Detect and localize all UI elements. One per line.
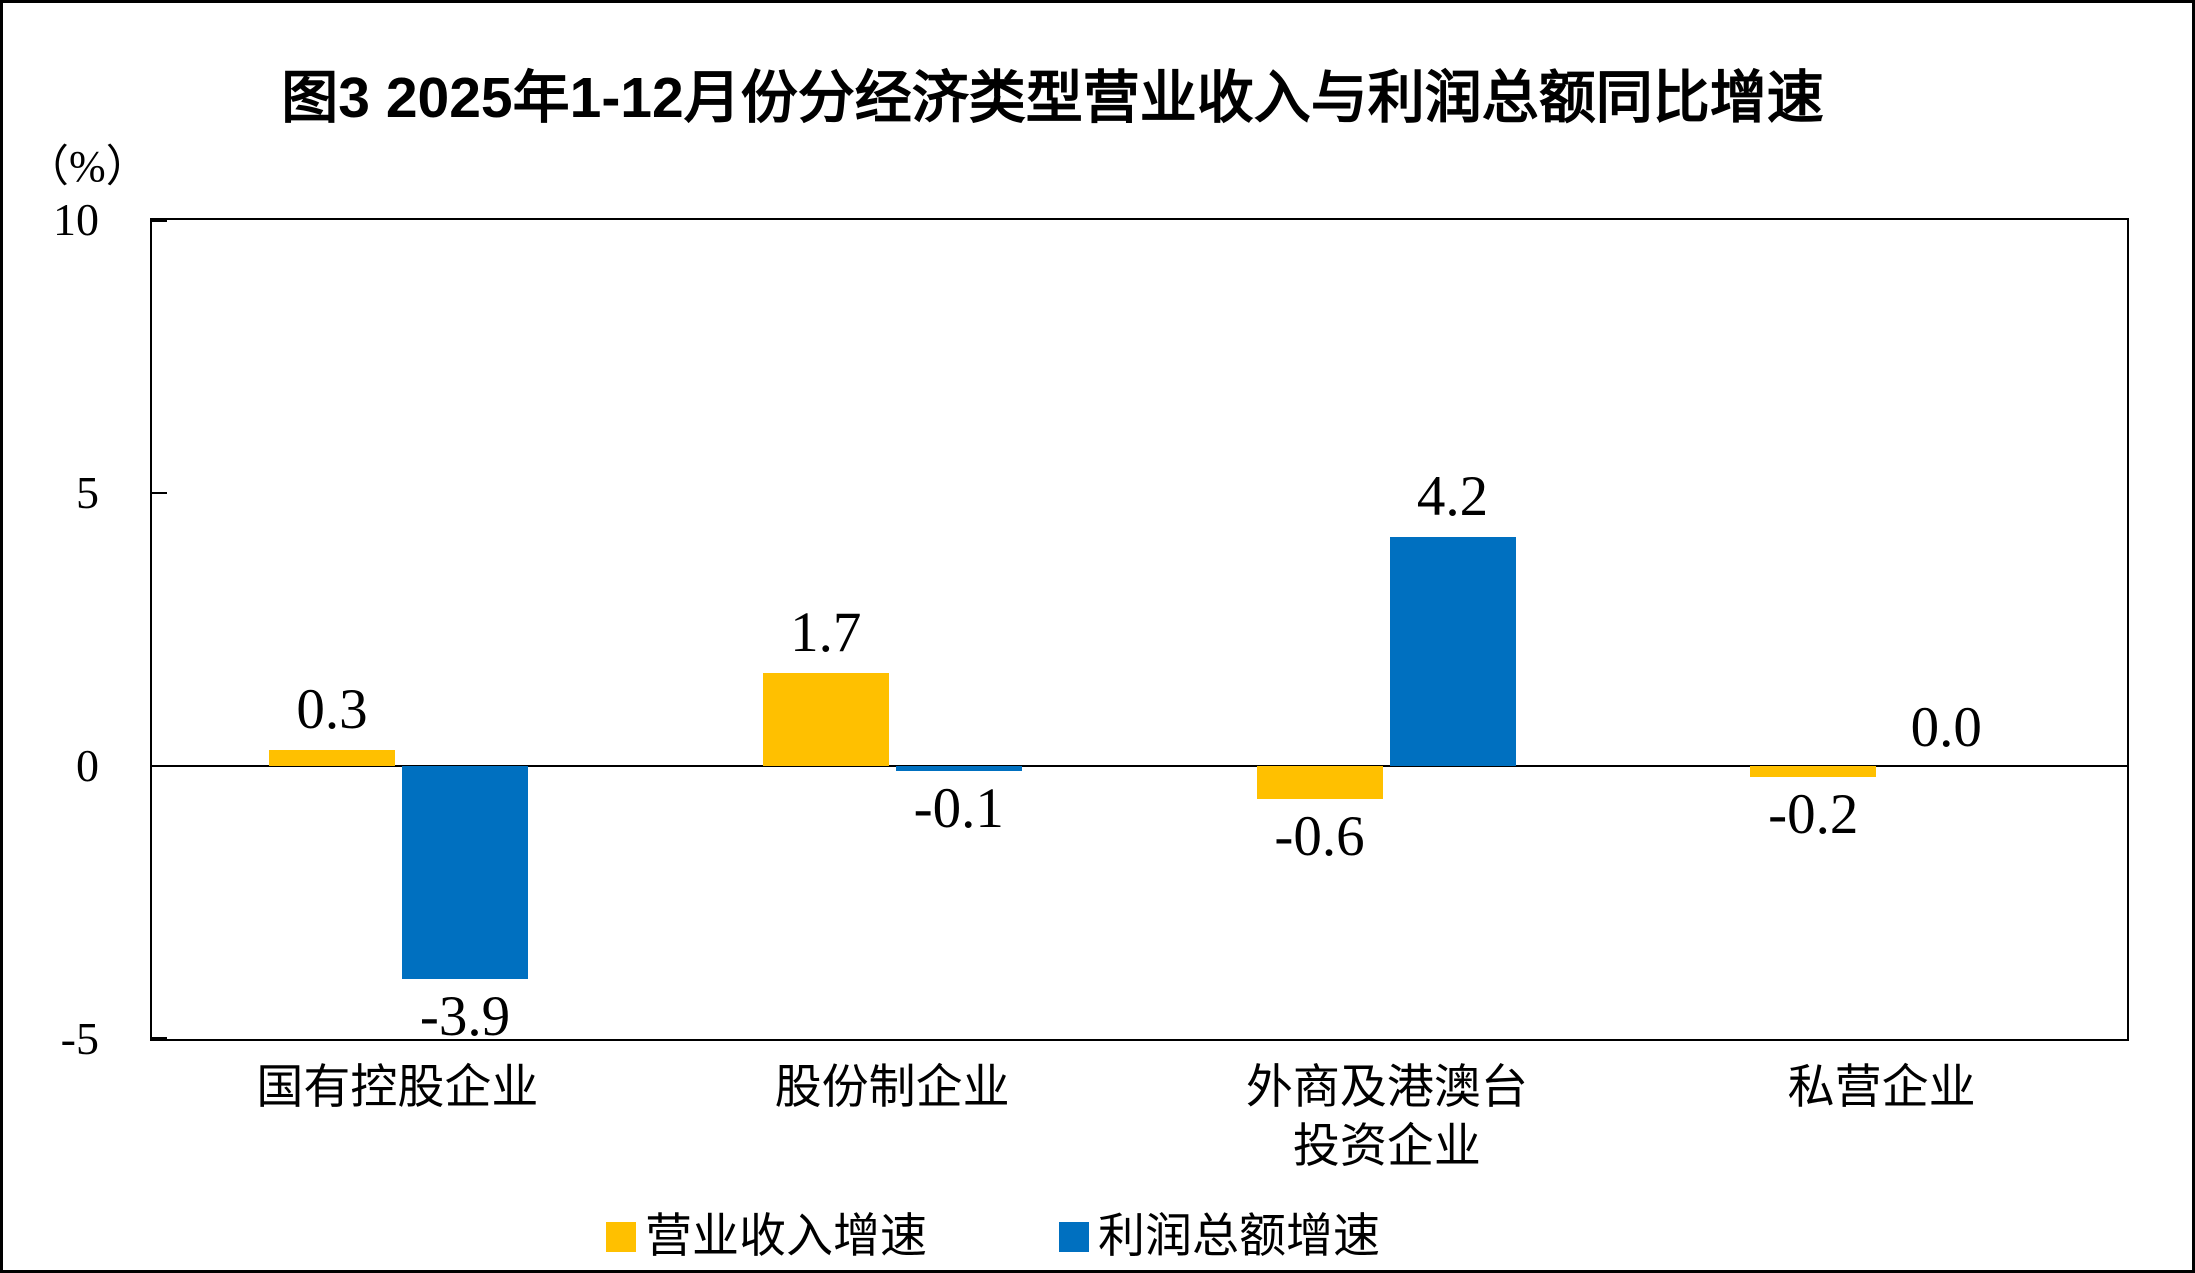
legend-item-revenue: 营业收入增速	[606, 1209, 927, 1265]
y-tick-label: 10	[53, 194, 99, 245]
category-slot: -0.2 0.0	[1633, 220, 2127, 1039]
legend-label-revenue: 营业收入增速	[645, 1211, 927, 1263]
revenue-value-label: -0.6	[1274, 804, 1365, 868]
category-label: 国有控股企业	[256, 1062, 539, 1114]
revenue-value-label: 1.7	[790, 601, 862, 665]
category-label: 外商及港澳台 投资企业	[1245, 1062, 1528, 1173]
profit-value-label: 4.2	[1416, 464, 1489, 528]
y-axis-tick	[152, 492, 167, 494]
revenue-value-label: -0.2	[1768, 782, 1859, 846]
category-slot: 0.3 -3.9	[152, 220, 646, 1046]
y-axis-tick	[152, 765, 167, 767]
revenue-bar	[762, 673, 889, 766]
profit-series-swatch-icon	[1059, 1222, 1089, 1252]
revenue-value-label: 0.3	[296, 677, 368, 741]
category-label: 股份制企业	[774, 1062, 1010, 1114]
profit-value-label: -0.1	[913, 777, 1004, 841]
profit-bar	[895, 766, 1022, 772]
y-axis-unit-label: （%）	[25, 142, 150, 191]
profit-value-label: -3.9	[419, 984, 511, 1048]
y-tick-label: 0	[76, 740, 99, 791]
category-slot: 1.7 -0.1	[646, 220, 1140, 1039]
revenue-bar	[269, 749, 395, 766]
legend-item-profit: 利润总额增速	[1059, 1209, 1380, 1265]
chart-title: 图3 2025年1-12月份分经济类型营业收入与利润总额同比增速	[281, 66, 1824, 130]
y-tick-label: 5	[76, 467, 99, 518]
profit-value-label: 0.0	[1910, 696, 1982, 759]
profit-bar	[402, 766, 528, 979]
profit-bar	[1389, 536, 1516, 766]
y-axis-tick	[152, 220, 167, 222]
legend: 营业收入增速 利润总额增速	[606, 1209, 1380, 1265]
revenue-series-swatch-icon	[606, 1222, 636, 1252]
y-tick-label: -5	[60, 1013, 99, 1064]
y-axis-tick	[152, 1037, 167, 1039]
plot-area: 0.3 -3.9 1.7 -0.1 -0.6 4.2 -0.2 0.0	[150, 218, 2129, 1046]
x-axis-labels: 国有控股企业 股份制企业 外商及港澳台 投资企业 私营企业	[150, 1059, 2129, 1177]
category-slot: -0.6 4.2	[1140, 220, 1634, 1039]
revenue-bar	[1750, 766, 1877, 777]
revenue-bar	[1256, 766, 1383, 799]
zero-axis-line	[152, 765, 2127, 767]
legend-label-profit: 利润总额增速	[1098, 1211, 1380, 1263]
category-label: 私营企业	[1787, 1062, 1976, 1114]
